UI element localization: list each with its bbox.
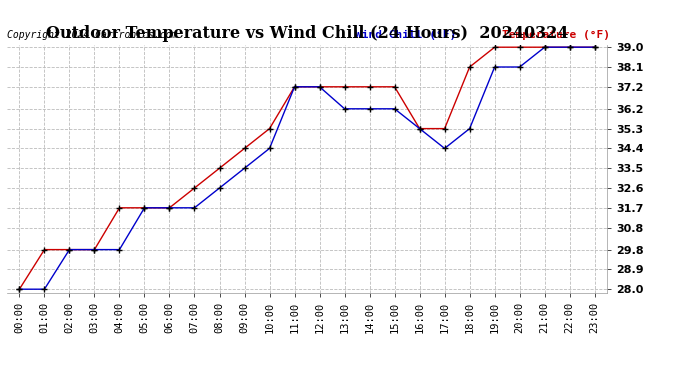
Text: Copyright 2024 Cartronics.com: Copyright 2024 Cartronics.com xyxy=(7,30,177,40)
Title: Outdoor Temperature vs Wind Chill (24 Hours)  20240324: Outdoor Temperature vs Wind Chill (24 Ho… xyxy=(46,25,569,42)
Text: Wind Chill (°F): Wind Chill (°F) xyxy=(355,30,463,40)
Text: Temperature (°F): Temperature (°F) xyxy=(502,30,610,40)
